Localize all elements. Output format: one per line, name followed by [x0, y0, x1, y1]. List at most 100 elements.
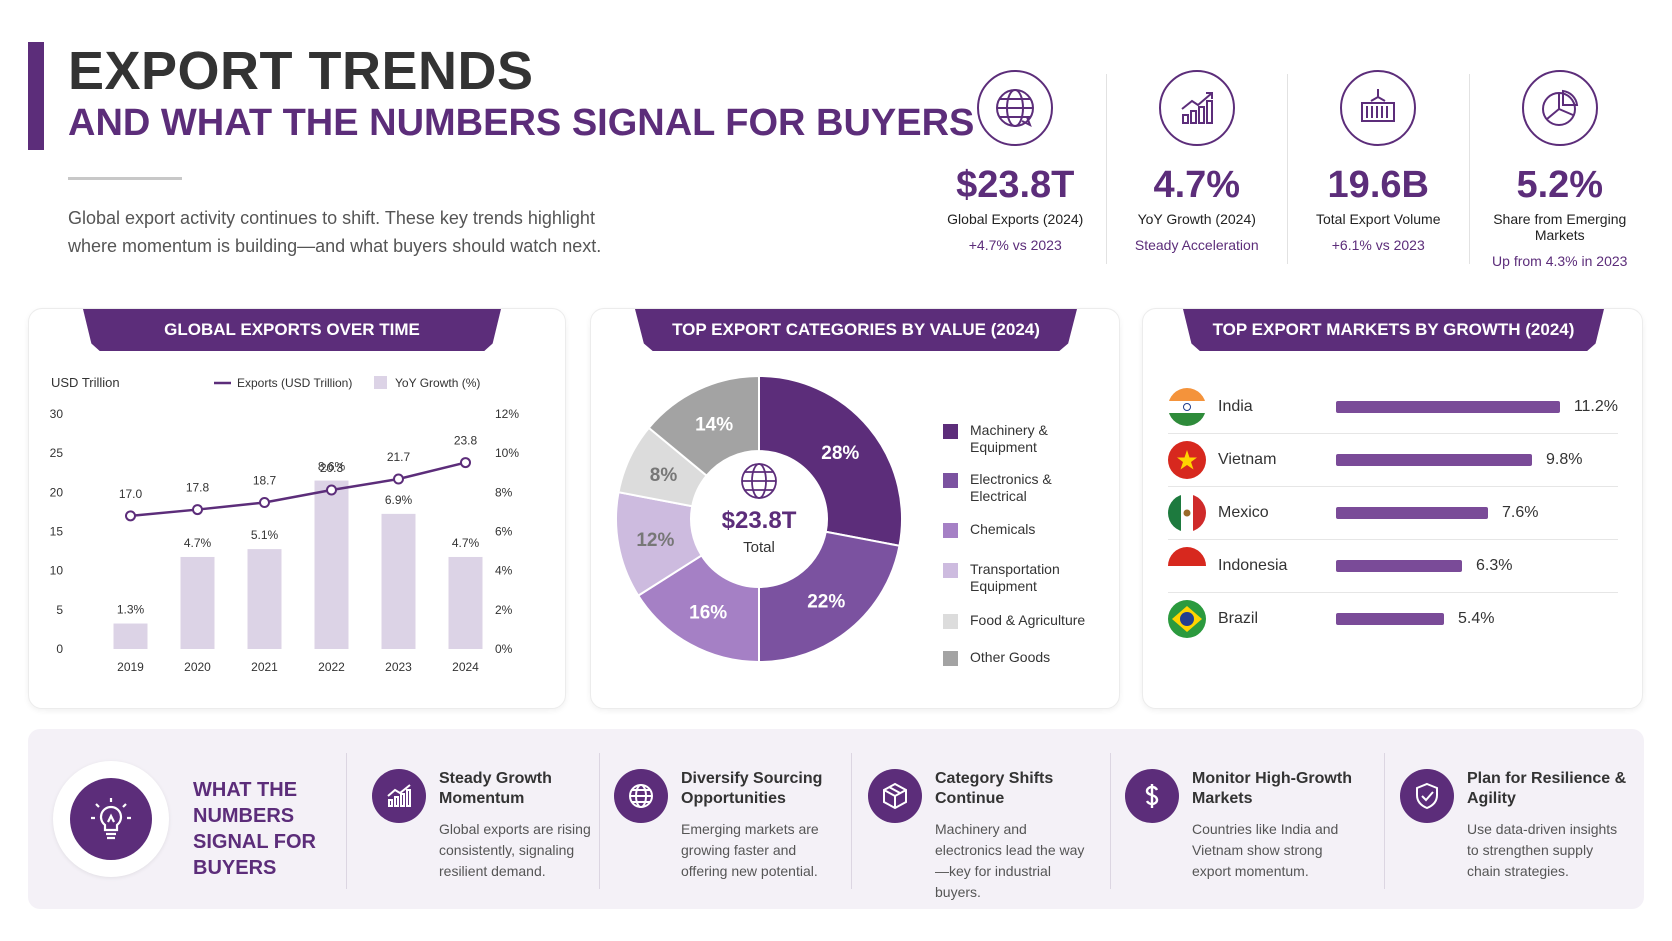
- y-axis-label: USD Trillion: [51, 375, 120, 390]
- legend-item: Other Goods: [943, 649, 1103, 666]
- shipping-container-icon: [1340, 70, 1417, 146]
- card-title: TOP EXPORT MARKETS BY GROWTH (2024): [1183, 309, 1604, 351]
- market-bar-track: [1336, 560, 1462, 572]
- x-tick-label: 2020: [184, 660, 211, 674]
- exports-point: [326, 484, 337, 496]
- legend-swatch: [943, 563, 958, 578]
- signal-body: Countries like India and Vietnam show st…: [1192, 821, 1339, 879]
- mexico-flag-icon: [1168, 494, 1206, 532]
- legend-label-exports: Exports (USD Trillion): [237, 376, 352, 390]
- legend-item: Food & Agriculture: [943, 612, 1103, 629]
- title-accent-bar: [28, 42, 44, 150]
- donut-center-value: $23.8T: [722, 507, 797, 534]
- kpi-divider: [1468, 74, 1470, 264]
- market-name: India: [1218, 398, 1253, 415]
- growth-bar: [448, 556, 483, 649]
- donut-slice-label: 22%: [807, 591, 845, 612]
- legend-item: Chemicals: [943, 521, 1103, 538]
- signal-steady-growth: Steady Growth Momentum Global exports ar…: [372, 757, 612, 887]
- growth-bar-label: 6.9%: [385, 493, 413, 507]
- exports-combo-chart: USD Trillion Exports (USD Trillion) YoY Gr…: [50, 375, 520, 674]
- exports-point-label: 17.8: [186, 481, 210, 495]
- y2-tick-label: 10%: [495, 446, 519, 460]
- signal-title: Diversify Sourcing Opportunities: [681, 770, 823, 807]
- exports-point: [460, 457, 471, 469]
- legend-item: Electronics & Electrical: [943, 471, 1103, 505]
- dollar-icon: [1125, 769, 1179, 823]
- legend-label: Electronics & Electrical: [970, 471, 1052, 504]
- market-row: Brazil 5.4%: [1168, 591, 1618, 647]
- exports-point-label: 21.7: [387, 450, 411, 464]
- kpi-global-exports: $23.8T Global Exports (2024) +4.7% vs 20…: [925, 70, 1106, 270]
- x-tick-label: 2024: [452, 660, 479, 674]
- market-row-divider: [1168, 592, 1618, 593]
- market-name: Brazil: [1218, 610, 1259, 627]
- kpi-value: 4.7%: [1153, 164, 1241, 206]
- legend-label: Machinery & Equipment: [970, 422, 1048, 455]
- buyer-signals-panel: WHAT THE NUMBERS SIGNAL FOR BUYERS Stead…: [28, 729, 1644, 909]
- growth-bar-label: 5.1%: [251, 528, 279, 542]
- export-categories-card: TOP EXPORT CATEGORIES BY VALUE (2024) 28…: [590, 308, 1120, 709]
- growth-bar-label: 8.6%: [318, 460, 346, 474]
- exports-over-time-card: GLOBAL EXPORTS OVER TIME USD Trillion Exp…: [28, 308, 566, 709]
- market-value: 9.8%: [1546, 451, 1583, 468]
- intro-text: Global export activity continues to shif…: [68, 208, 602, 256]
- legend-item: Transportation Equipment: [943, 561, 1103, 595]
- kpi-value: 5.2%: [1516, 164, 1604, 206]
- kpi-value: 19.6B: [1327, 164, 1429, 206]
- y-tick-label: 20: [50, 485, 64, 499]
- market-name: Indonesia: [1218, 557, 1288, 574]
- kpi-divider: [1287, 74, 1288, 264]
- market-name: Vietnam: [1218, 451, 1277, 468]
- market-row: India 11.2%: [1168, 379, 1618, 435]
- signal-body: Emerging markets are growing faster and …: [681, 821, 819, 879]
- market-row-divider: [1168, 486, 1618, 487]
- legend-bar-swatch: [374, 376, 387, 389]
- legend-swatch: [943, 424, 958, 439]
- market-bar-track: [1336, 454, 1532, 466]
- globe-icon-parallels: [745, 471, 773, 491]
- signal-body: Machinery and electronics lead the way—k…: [935, 821, 1085, 900]
- y2-tick-label: 0%: [495, 642, 513, 656]
- x-tick-label: 2021: [251, 660, 278, 674]
- legend-swatch: [943, 651, 958, 666]
- x-tick-label: 2022: [318, 660, 345, 674]
- market-name: Mexico: [1218, 504, 1269, 521]
- kpi-label: YoY Growth (2024): [1137, 211, 1256, 227]
- market-bar: [1336, 560, 1462, 572]
- donut-slice: [758, 374, 903, 547]
- exports-line: [130, 461, 466, 518]
- growth-chart-icon: [1158, 70, 1235, 146]
- kpi-note: Steady Acceleration: [1134, 237, 1259, 253]
- kpi-note: +6.1% vs 2023: [1331, 237, 1425, 253]
- legend-swatch: [943, 523, 958, 538]
- market-value: 7.6%: [1502, 504, 1539, 521]
- donut-slice: [758, 530, 901, 664]
- kpi-divider: [1105, 74, 1107, 264]
- market-value: 6.3%: [1476, 557, 1513, 574]
- growth-bar: [113, 623, 148, 649]
- kpi-label: Share from Emerging Markets: [1493, 211, 1627, 243]
- signals-title: WHAT THE NUMBERS SIGNAL FOR BUYERS: [193, 779, 316, 879]
- package-icon: [868, 769, 922, 823]
- market-value: 11.2%: [1573, 398, 1618, 415]
- kpi-note: +4.7% vs 2023: [968, 237, 1062, 253]
- y2-tick-label: 8%: [495, 485, 513, 499]
- export-markets-card: TOP EXPORT MARKETS BY GROWTH (2024) Indi…: [1142, 308, 1643, 709]
- y2-tick-label: 2%: [495, 603, 513, 617]
- globe-icon: [977, 70, 1054, 146]
- title-divider: [68, 177, 182, 180]
- donut-slice: [647, 374, 760, 478]
- growth-bar: [247, 549, 282, 649]
- growth-bar: [381, 513, 416, 649]
- signal-divider: [599, 753, 600, 889]
- exports-point-label: 18.7: [253, 474, 277, 488]
- donut-slice: [636, 554, 760, 664]
- donut-slice-label: 28%: [821, 443, 859, 464]
- categories-donut-chart: 28% 22% 16% 12% 8% 14% $23.8T Total: [615, 374, 903, 664]
- growth-bar-label: 4.7%: [184, 536, 212, 550]
- y-tick-label: 25: [50, 446, 64, 460]
- market-bar: [1335, 401, 1560, 413]
- signal-divider: [1110, 753, 1111, 889]
- market-row-divider: [1168, 539, 1618, 540]
